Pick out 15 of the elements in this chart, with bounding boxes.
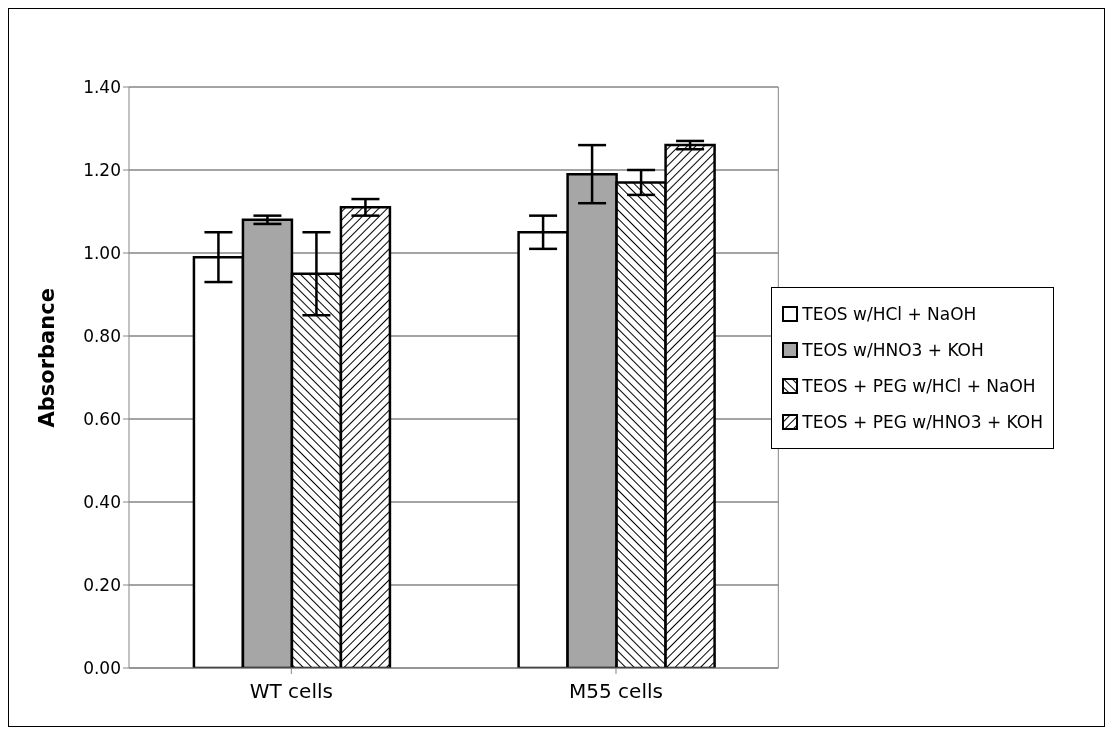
y-tick-label: 1.00 (83, 243, 121, 264)
y-axis-title: Absorbance (35, 288, 60, 428)
x-tick-label: M55 cells (569, 679, 663, 704)
y-tick-label: 0.80 (83, 326, 121, 347)
y-tick-label: 0.00 (83, 658, 121, 679)
legend-label: TEOS + PEG w/HNO3 + KOH (802, 411, 1043, 432)
y-tick-label: 0.40 (83, 492, 121, 513)
y-tick-label: 1.20 (83, 160, 121, 181)
legend-label: TEOS w/HNO3 + KOH (802, 339, 984, 360)
x-tick-label: WT cells (249, 679, 333, 704)
y-tick-label: 0.20 (83, 575, 121, 596)
legend-label: TEOS + PEG w/HCl + NaOH (802, 375, 1036, 396)
y-tick-label: 1.40 (83, 77, 121, 98)
legend-label: TEOS w/HCl + NaOH (802, 303, 977, 324)
y-tick-label: 0.60 (83, 409, 121, 430)
